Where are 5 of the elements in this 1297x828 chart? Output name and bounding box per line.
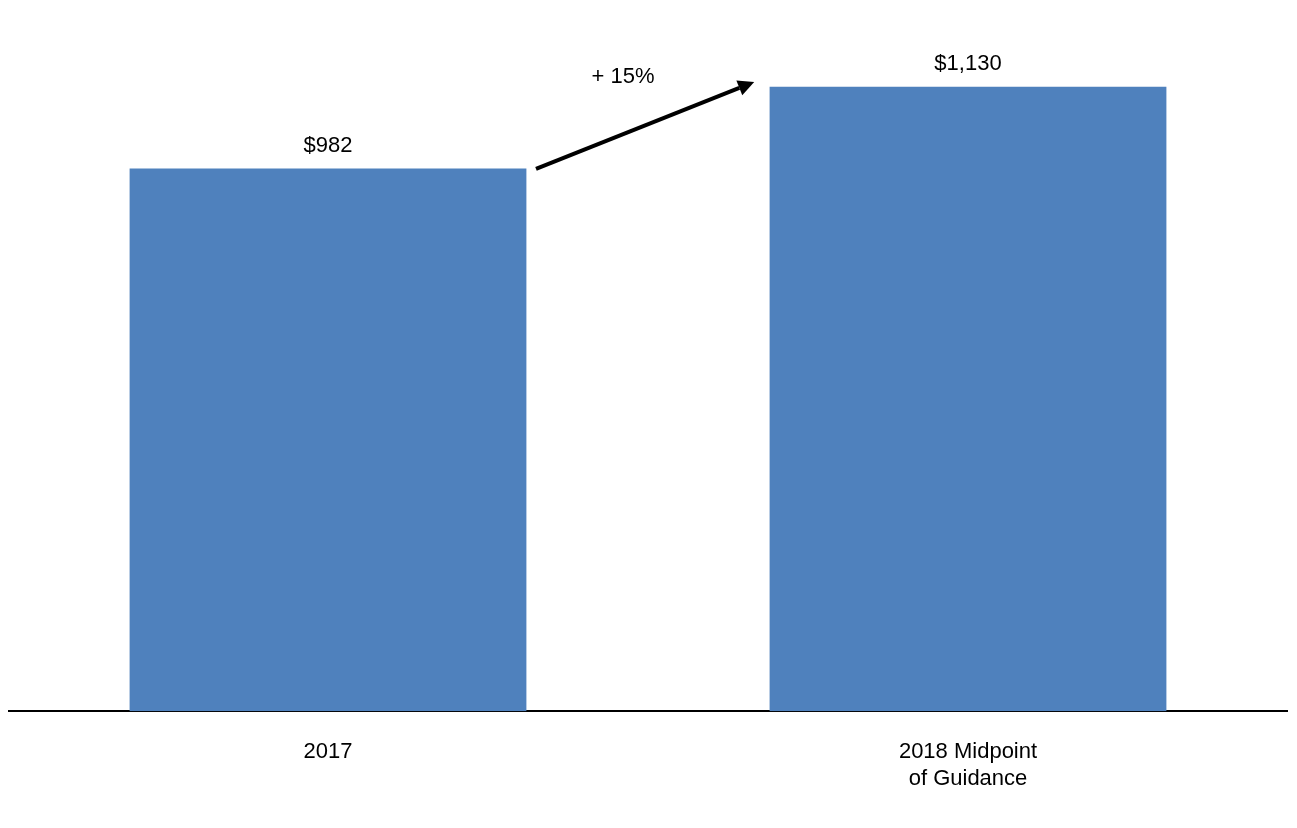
- annotation: + 15%: [591, 62, 655, 88]
- x-tick-label: 2017: [303, 738, 353, 764]
- data-label: $982: [303, 131, 353, 157]
- x-tick-label: 2018 Midpoint of Guidance: [898, 738, 1038, 790]
- data-label: $1,130: [934, 49, 1002, 75]
